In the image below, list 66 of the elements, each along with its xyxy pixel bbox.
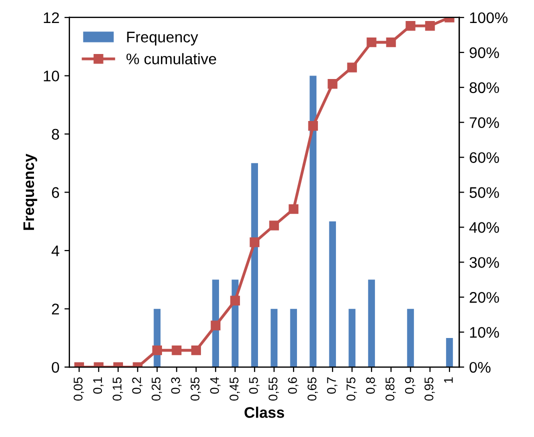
point: [308, 120, 318, 131]
x-tick-label: 0,65: [308, 377, 318, 401]
point: [328, 79, 338, 89]
bar: [368, 280, 375, 368]
point: [152, 345, 162, 356]
x-tick-label: 0,25: [152, 377, 162, 401]
x-tick-label: 0,55: [268, 377, 279, 401]
point: [347, 62, 357, 72]
bar: [310, 76, 316, 368]
x-tick-label: 1: [444, 377, 453, 383]
x-tick-label: 0,6: [288, 377, 298, 394]
point: [250, 237, 260, 248]
y-tick-label: 8: [52, 128, 60, 140]
y-tick-label: 2: [52, 304, 59, 314]
x-tick-label: 0,5: [249, 377, 260, 394]
point: [210, 320, 220, 330]
x-tick-label: 0,8: [366, 377, 376, 394]
bar: [290, 308, 297, 368]
x-tick-label: 0,9: [405, 377, 416, 394]
y2-tick-label: 40%: [469, 222, 499, 233]
legend-label: Frequency: [127, 32, 198, 46]
y2-tick-label: 80%: [470, 82, 499, 94]
x-tick-label: 0,2: [132, 377, 142, 394]
bar: [329, 221, 336, 368]
y-tick-label: 6: [52, 187, 60, 198]
x-tick-label: 0,05: [74, 377, 84, 401]
bar: [446, 338, 453, 368]
point: [172, 345, 182, 356]
point: [269, 220, 279, 230]
y2-tick-label: 0%: [470, 362, 490, 373]
x-axis-title: Class: [244, 406, 284, 418]
x-tick-label: 0,95: [424, 377, 435, 401]
y2-tick-label: 20%: [470, 292, 499, 303]
y2-tick-label: 30%: [470, 257, 499, 268]
x-tick-label: 0,85: [386, 377, 396, 401]
bar: [348, 308, 356, 368]
point: [191, 345, 201, 356]
bar: [407, 308, 414, 368]
y-tick-label: 10: [44, 70, 60, 82]
x-tick-label: 0,4: [210, 377, 220, 394]
point: [288, 204, 298, 214]
x-tick-label: 0,7: [327, 377, 338, 394]
x-tick-label: 0,3: [171, 377, 182, 394]
bar: [251, 163, 258, 368]
point: [230, 296, 240, 306]
y-axis-title: Frequency: [23, 154, 38, 230]
point: [406, 21, 416, 31]
y-tick-label: 0: [52, 362, 60, 373]
x-tick-label: 0,1: [93, 377, 104, 394]
y-tick-label: 4: [52, 246, 60, 256]
y2-tick-label: 10%: [470, 326, 499, 338]
point: [386, 37, 396, 48]
point: [366, 37, 376, 48]
x-tick-label: 0,15: [112, 377, 123, 401]
y2-tick-label: 60%: [470, 152, 499, 164]
y2-tick-label: 50%: [470, 187, 499, 198]
y2-tick-label: 90%: [470, 47, 499, 58]
x-tick-label: 0,75: [346, 377, 357, 401]
legend-label: % cumulative: [126, 53, 216, 64]
x-tick-label: 0,35: [190, 377, 201, 401]
y2-tick-label: 100%: [470, 12, 508, 24]
x-tick-label: 0,45: [230, 377, 240, 401]
bar: [270, 308, 278, 368]
point: [425, 21, 435, 31]
y2-tick-label: 70%: [470, 117, 499, 128]
y-tick-label: 12: [44, 12, 59, 24]
